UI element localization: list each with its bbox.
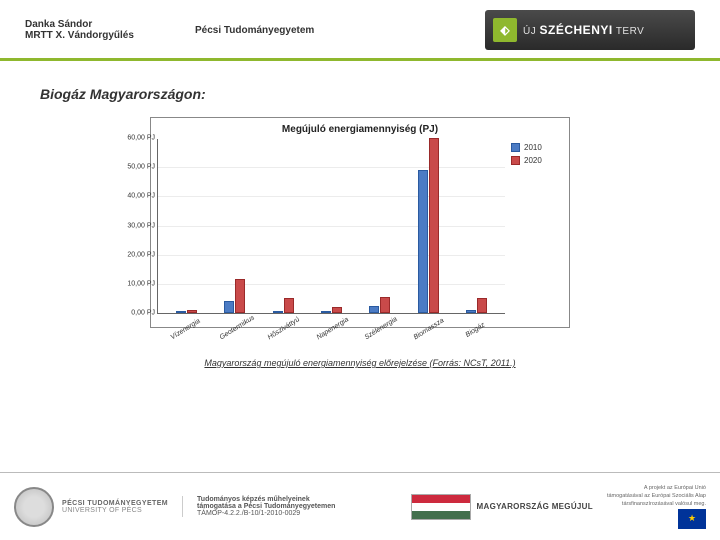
brand-suffix: TERV — [616, 26, 645, 37]
bar — [477, 298, 487, 313]
brand-text: ÚJ SZÉCHENYI TERV — [523, 23, 644, 37]
project-line2: támogatása a Pécsi Tudományegyetemen — [197, 503, 335, 510]
legend-label: 2010 — [524, 143, 542, 152]
bar-group — [268, 298, 299, 313]
brand-main: SZÉCHENYI — [540, 23, 613, 37]
footer-eu-block: A projekt az Európai Unió támogatásával … — [607, 485, 706, 529]
x-tick-label: Geotermikus — [218, 319, 248, 341]
footer-hungary-block: MAGYARORSZÁG MEGÚJUL — [411, 494, 593, 520]
legend-item: 2020 — [511, 156, 563, 165]
bar — [187, 310, 197, 313]
project-code: TÁMOP-4.2.2./B-10/1-2010-0029 — [197, 510, 335, 517]
university-seal-icon — [14, 487, 54, 527]
x-tick-label: Biogáz — [461, 319, 491, 341]
hungary-renew-text: MAGYARORSZÁG MEGÚJUL — [477, 502, 593, 511]
y-tick-label: 10,00 PJ — [127, 280, 158, 287]
eu-line1: A projekt az Európai Unió — [644, 485, 706, 491]
bar — [273, 311, 283, 313]
eu-line3: társfinanszírozásával valósul meg. — [622, 501, 706, 507]
institution-name: Pécsi Tudományegyetem — [195, 25, 485, 36]
event-name: MRTT X. Vándorgyűlés — [25, 30, 195, 41]
slide-footer: PÉCSI TUDOMÁNYEGYETEM UNIVERSITY OF PÉCS… — [0, 472, 720, 540]
chart-caption: Magyarország megújuló energiamennyiség e… — [0, 358, 720, 368]
bar — [380, 297, 390, 313]
y-tick-label: 40,00 PJ — [127, 193, 158, 200]
legend-swatch — [511, 156, 520, 165]
bar-group — [219, 279, 250, 313]
bar — [284, 298, 294, 313]
hungary-flag-icon — [411, 494, 471, 520]
header-author-block: Danka Sándor MRTT X. Vándorgyűlés — [25, 19, 195, 41]
chart-title: Megújuló energiamennyiség (PJ) — [157, 124, 563, 135]
legend-label: 2020 — [524, 156, 542, 165]
pte-name-en: UNIVERSITY OF PÉCS — [62, 507, 168, 514]
y-tick-label: 60,00 PJ — [127, 135, 158, 142]
bar — [332, 307, 342, 313]
y-tick-label: 0,00 PJ — [131, 310, 158, 317]
x-tick-label: Napenergia — [315, 319, 345, 341]
brand-prefix: ÚJ — [523, 26, 536, 37]
chart-plot: 0,00 PJ10,00 PJ20,00 PJ30,00 PJ40,00 PJ5… — [157, 139, 505, 314]
bar — [321, 311, 331, 313]
pte-name-hu: PÉCSI TUDOMÁNYEGYETEM — [62, 500, 168, 507]
footer-project-block: Tudományos képzés műhelyeinek támogatása… — [182, 496, 335, 517]
legend-item: 2010 — [511, 143, 563, 152]
bar-group — [365, 297, 396, 313]
section-title: Biogáz Magyarországon: — [0, 61, 720, 112]
x-tick-label: Biomassza — [412, 319, 442, 341]
x-axis-labels: VízenergiaGeotermikusHősziváttyúNapenerg… — [157, 314, 505, 323]
x-tick-label: Hősziváttyú — [267, 319, 297, 341]
chart-body: 0,00 PJ10,00 PJ20,00 PJ30,00 PJ40,00 PJ5… — [157, 139, 563, 323]
x-tick-label: Vízenergia — [170, 319, 200, 341]
footer-pte-block: PÉCSI TUDOMÁNYEGYETEM UNIVERSITY OF PÉCS — [14, 487, 168, 527]
y-tick-label: 50,00 PJ — [127, 164, 158, 171]
chart-container: Megújuló energiamennyiség (PJ) 0,00 PJ10… — [150, 117, 570, 328]
bar-group — [413, 138, 444, 313]
pte-text: PÉCSI TUDOMÁNYEGYETEM UNIVERSITY OF PÉCS — [62, 500, 168, 514]
brand-badge: ⬖ ÚJ SZÉCHENYI TERV — [485, 10, 695, 50]
author-name: Danka Sándor — [25, 19, 195, 30]
bar — [418, 170, 428, 313]
legend-swatch — [511, 143, 520, 152]
bars-row — [158, 139, 505, 313]
plot-wrap: 0,00 PJ10,00 PJ20,00 PJ30,00 PJ40,00 PJ5… — [157, 139, 505, 323]
bar-group — [171, 310, 202, 313]
slide-header: Danka Sándor MRTT X. Vándorgyűlés Pécsi … — [0, 0, 720, 58]
chart-legend: 2010 2020 — [505, 139, 563, 323]
project-line1: Tudományos képzés műhelyeinek — [197, 496, 335, 503]
bar-group — [461, 298, 492, 313]
eu-flag-icon: ★ — [678, 509, 706, 529]
bar — [235, 279, 245, 313]
y-tick-label: 20,00 PJ — [127, 251, 158, 258]
eu-line2: támogatásával az Európai Szociális Alap — [607, 493, 706, 499]
x-tick-label: Szélenergia — [364, 319, 394, 341]
bar — [429, 138, 439, 313]
bar — [176, 311, 186, 313]
bar — [466, 310, 476, 313]
bar — [369, 306, 379, 313]
y-tick-label: 30,00 PJ — [127, 222, 158, 229]
leaf-icon: ⬖ — [493, 18, 517, 42]
bar-group — [316, 307, 347, 313]
bar — [224, 301, 234, 313]
